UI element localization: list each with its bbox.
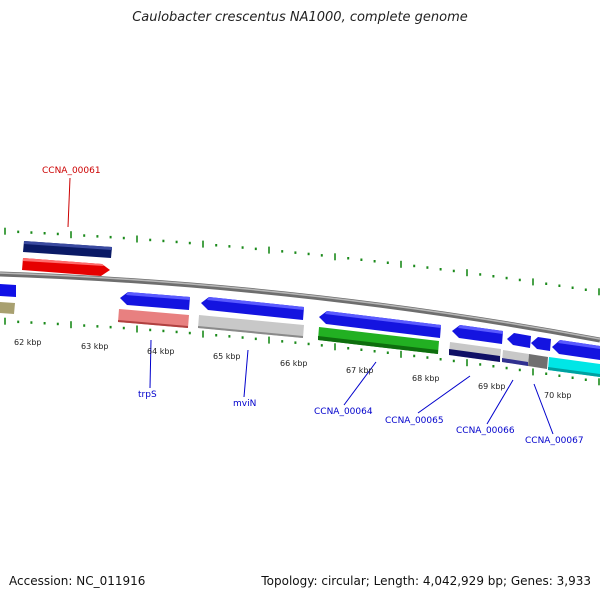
feature-trps-gene[interactable] (118, 309, 189, 328)
tick-labels: 62 kbp 63 kbp 64 kbp 65 kbp 66 kbp 67 kb… (14, 338, 572, 400)
gene-label-ccna-00061[interactable]: CCNA_00061 (42, 166, 101, 176)
feature-right-edge-cds[interactable] (552, 340, 600, 360)
feature-left-edge-olive[interactable] (0, 302, 15, 314)
gene-label-ccna-00067[interactable]: CCNA_00067 (525, 436, 584, 446)
callout-leaders (67, 177, 554, 435)
gene-label-ccna-00066[interactable]: CCNA_00066 (456, 426, 515, 436)
tick-label: 65 kbp (213, 352, 241, 361)
gene-labels: CCNA_00061 trpS mviN CCNA_00064 CCNA_000… (42, 166, 584, 446)
gene-label-ccna-00064[interactable]: CCNA_00064 (314, 407, 373, 417)
tick-label: 64 kbp (147, 347, 175, 356)
tick-label: 67 kbp (346, 366, 374, 375)
tick-label: 68 kbp (412, 374, 440, 383)
tick-label: 66 kbp (280, 359, 308, 368)
feature-ccna-00066-gene[interactable] (502, 350, 529, 366)
inner-tick-ring (4, 317, 600, 386)
feature-mvin-gene[interactable] (198, 315, 304, 338)
feature-ccna-00065-cds[interactable] (452, 325, 503, 344)
map-title: Caulobacter crescentus NA1000, complete … (132, 10, 468, 25)
tick-label: 62 kbp (14, 338, 42, 347)
gene-label-mvin[interactable]: mviN (233, 399, 256, 409)
feature-ccna-00065-gene[interactable] (449, 342, 501, 362)
feature-ccna-00066-cds[interactable] (507, 333, 531, 348)
tick-label: 69 kbp (478, 382, 506, 391)
genome-backbone (0, 271, 600, 343)
tick-label: 70 kbp (544, 391, 572, 400)
feature-ccna-00067-gene[interactable] (528, 354, 548, 369)
feature-ccna-00061-gene[interactable] (22, 258, 110, 276)
gene-label-ccna-00065[interactable]: CCNA_00065 (385, 416, 444, 426)
feature-ccna-00067-cds[interactable] (531, 337, 551, 351)
feature-left-edge-blue[interactable] (0, 284, 16, 297)
gene-label-trps[interactable]: trpS (138, 390, 157, 400)
outer-tick-ring (4, 227, 600, 296)
feature-right-edge-gene[interactable] (548, 357, 600, 377)
feature-mvin-cds[interactable] (201, 297, 304, 320)
feature-ccna-00061-cds[interactable] (23, 241, 112, 258)
accession-text: Accession: NC_011916 (9, 574, 146, 588)
feature-ccna-00064-gene[interactable] (318, 327, 439, 354)
genome-summary-text: Topology: circular; Length: 4,042,929 bp… (261, 574, 591, 588)
feature-trps-cds[interactable] (120, 292, 190, 310)
feature-ccna-00064-cds[interactable] (319, 311, 441, 338)
tick-label: 63 kbp (81, 342, 109, 351)
